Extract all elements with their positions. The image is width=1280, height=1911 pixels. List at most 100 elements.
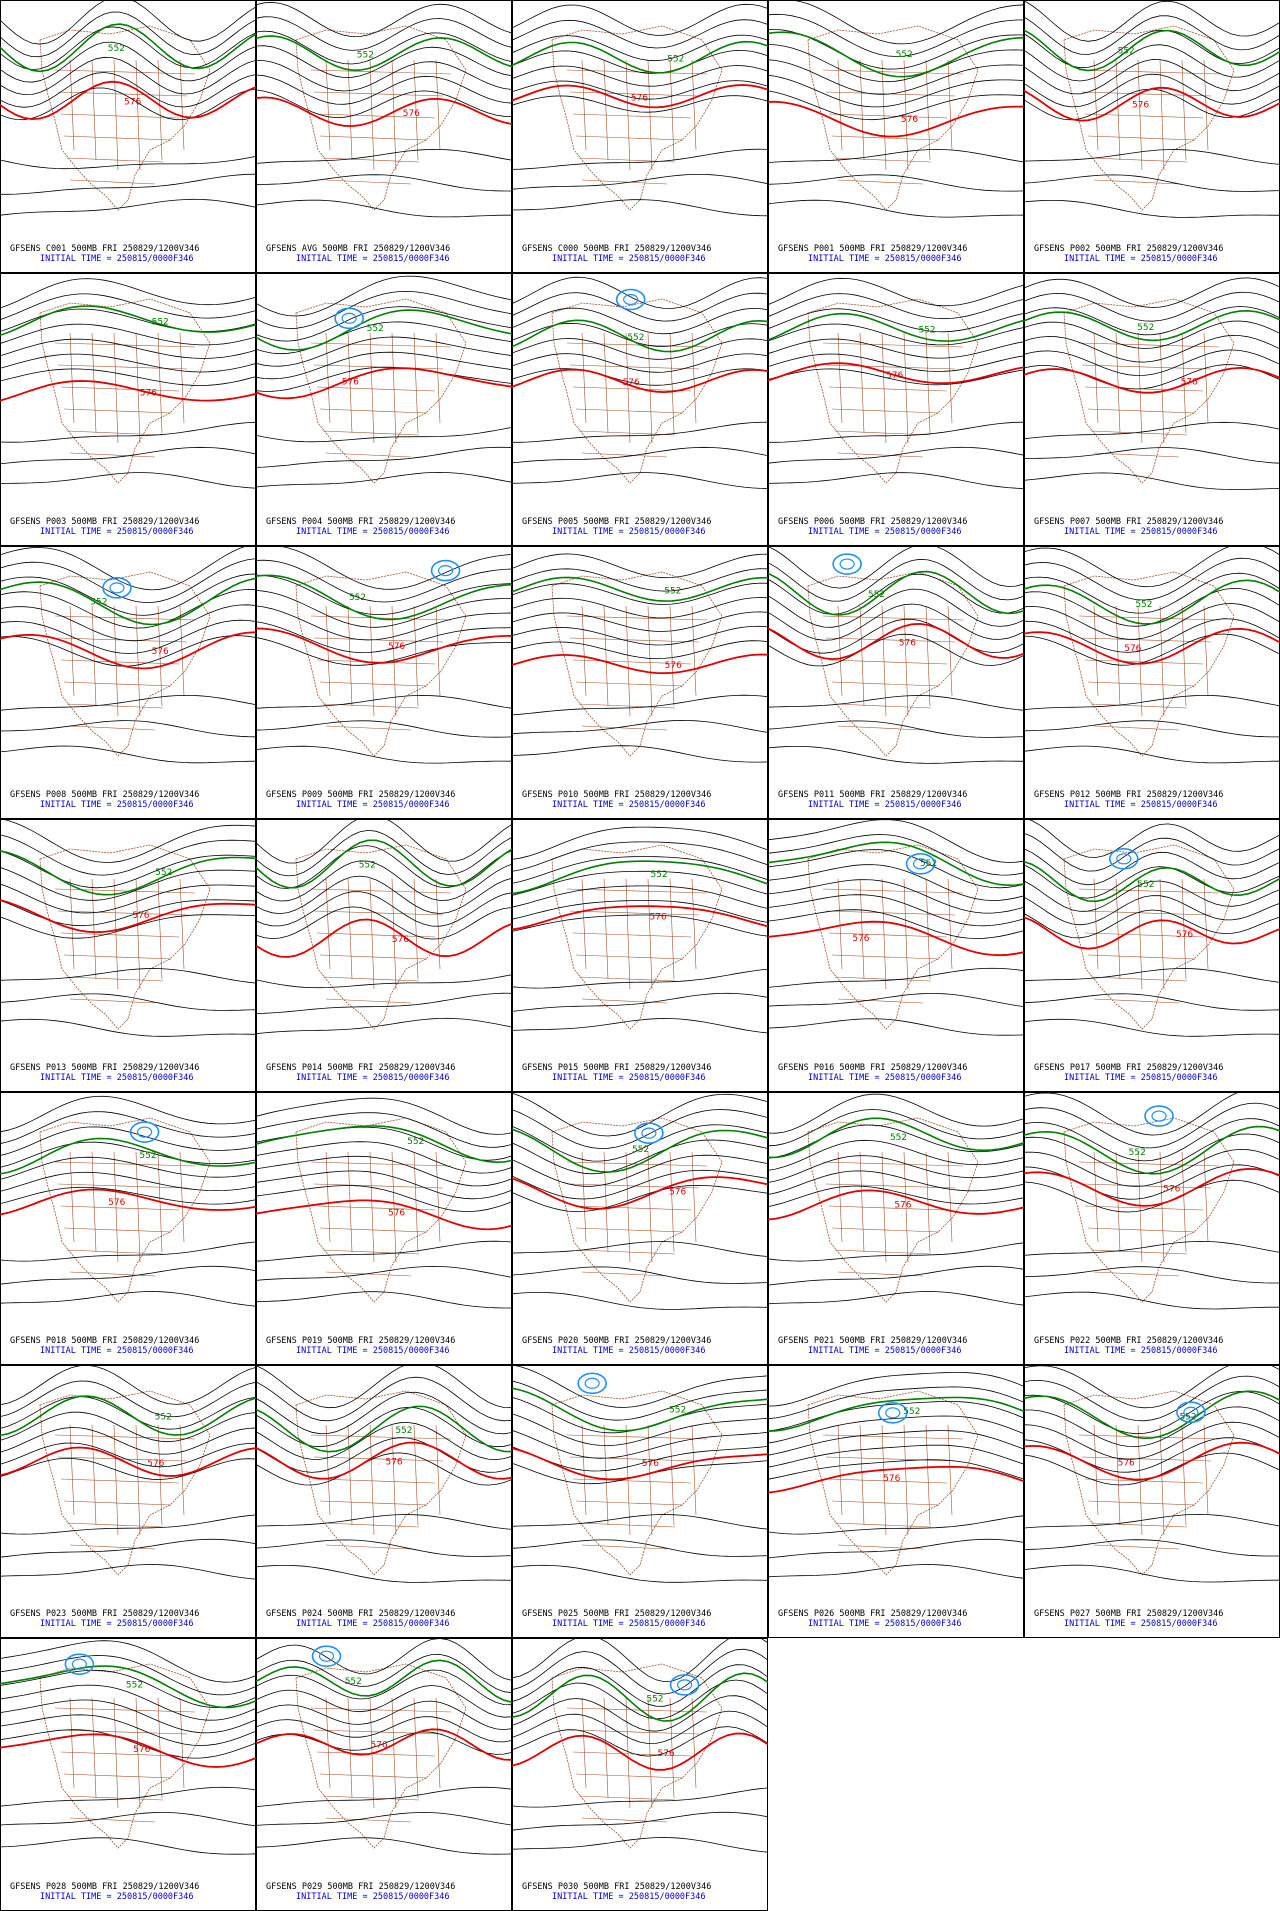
state-border: [837, 1151, 843, 1243]
panel-border: [0, 1092, 256, 1365]
state-border: [179, 59, 185, 151]
state-border: [691, 1151, 697, 1243]
contour: [768, 1401, 1024, 1432]
caption-line1: GFSENS P007 500MB FRI 250829/1200V346: [1034, 517, 1223, 527]
contour: [256, 306, 512, 342]
coastline: [551, 298, 723, 484]
contour: [768, 13, 1024, 57]
panel: 576 552 GFSENS P009 500MB FRI 250829/1200V…: [256, 546, 512, 819]
contour: [256, 819, 512, 864]
contour-576: [256, 1441, 512, 1480]
contour-label: 576: [370, 1740, 387, 1750]
caption-bg: [513, 784, 767, 818]
state-border: [435, 878, 441, 970]
contour-label: 576: [388, 642, 405, 652]
contour: [768, 1291, 1024, 1306]
caption-line2: INITIAL TIME = 250815/0000F346: [296, 800, 450, 810]
state-border: [1115, 1424, 1121, 1526]
contour: [1024, 421, 1280, 440]
state-border: [369, 332, 375, 444]
contour: [0, 968, 256, 984]
panel-map: 576 552 GFSENS P028 500MB FRI 250829/1200V…: [0, 1638, 256, 1911]
panel-map: 576 552 GFSENS P026 500MB FRI 250829/1200V…: [768, 1365, 1024, 1638]
contour: [256, 559, 512, 603]
contour: [256, 1185, 512, 1212]
state-border: [566, 1161, 708, 1167]
contour: [1024, 848, 1280, 886]
caption-line2: INITIAL TIME = 250815/0000F346: [552, 800, 706, 810]
contour: [0, 1729, 256, 1759]
state-border: [316, 1751, 436, 1757]
caption-line2: INITIAL TIME = 250815/0000F346: [1064, 527, 1218, 537]
contour: [768, 1265, 1024, 1286]
contour: [256, 1406, 512, 1448]
state-border: [669, 332, 675, 434]
state-border: [581, 878, 587, 970]
contour-label: 552: [667, 54, 684, 64]
panel-map: 576 552 GFSENS P008 500MB FRI 250829/1200V…: [0, 546, 256, 819]
panel-map: 576 552 GFSENS P016 500MB FRI 250829/1200V…: [768, 819, 1024, 1092]
state-border: [325, 998, 412, 1004]
contour: [1024, 880, 1280, 912]
contour: [1024, 277, 1280, 308]
panel-map: 576 552 GFSENS P013 500MB FRI 250829/1200V…: [0, 819, 256, 1092]
contour: [1024, 603, 1280, 640]
state-border: [837, 605, 843, 697]
contour: [0, 156, 256, 170]
low-center: [71, 1658, 87, 1670]
contour: [512, 885, 768, 909]
contour: [512, 1648, 768, 1695]
contour: [0, 41, 256, 83]
state-border: [578, 1249, 676, 1255]
panel-border: [512, 1638, 768, 1911]
contour: [512, 1710, 768, 1744]
contour: [0, 353, 256, 373]
contour: [0, 1095, 256, 1133]
state-border: [947, 59, 953, 151]
state-border: [925, 1424, 931, 1526]
state-border: [1159, 878, 1165, 990]
state-border: [859, 878, 865, 980]
contour: [0, 1684, 256, 1721]
contour: [768, 1430, 1024, 1456]
state-border: [69, 179, 156, 185]
contour-576: [1024, 1441, 1280, 1481]
state-border: [91, 605, 97, 707]
state-border: [325, 1544, 412, 1550]
contour-label: 552: [627, 333, 644, 343]
contour: [1024, 174, 1280, 192]
state-border: [316, 113, 436, 119]
panel-map: 576 552 GFSENS P005 500MB FRI 250829/1200V…: [512, 273, 768, 546]
caption-line1: GFSENS P014 500MB FRI 250829/1200V346: [266, 1063, 455, 1073]
state-border: [575, 1500, 684, 1506]
state-border: [572, 113, 692, 119]
state-border: [325, 452, 412, 458]
contour: [768, 879, 1024, 914]
state-border: [837, 59, 843, 151]
caption-line2: INITIAL TIME = 250815/0000F346: [1064, 800, 1218, 810]
contour: [0, 745, 256, 764]
state-border: [881, 1151, 887, 1263]
caption-line1: GFSENS P009 500MB FRI 250829/1200V346: [266, 790, 455, 800]
panel: 576 552 GFSENS P006 500MB FRI 250829/1200V…: [768, 273, 1024, 546]
state-border: [569, 364, 700, 370]
contour: [0, 11, 256, 58]
contour: [256, 621, 512, 654]
state-border: [60, 932, 180, 938]
state-border: [647, 332, 653, 444]
state-border: [325, 605, 331, 697]
contour-label: 552: [890, 1133, 907, 1143]
contour-label: 552: [1137, 323, 1154, 333]
state-border: [822, 1161, 964, 1167]
contour: [0, 421, 256, 443]
contour: [0, 604, 256, 642]
contour: [1024, 909, 1280, 939]
state-border: [825, 910, 956, 916]
contour: [1024, 291, 1280, 322]
contour: [512, 174, 768, 190]
panel: 576 552 GFSENS P002 500MB FRI 250829/1200V…: [1024, 0, 1280, 273]
caption-bg: [1, 1330, 255, 1364]
caption-line2: INITIAL TIME = 250815/0000F346: [40, 1892, 194, 1902]
contour-552: [512, 1672, 768, 1722]
panel: 576 552 GFSENS P020 500MB FRI 250829/1200V…: [512, 1092, 768, 1365]
